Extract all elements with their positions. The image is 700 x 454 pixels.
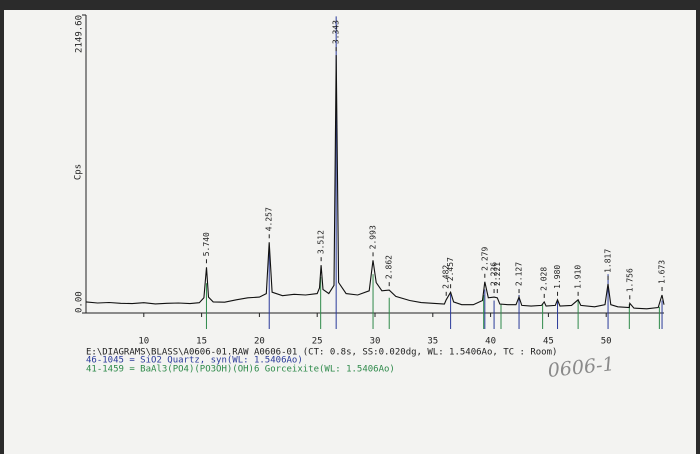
peak-label: 2.221 bbox=[493, 262, 502, 286]
x-tick-label: 40 bbox=[485, 337, 496, 347]
peak-label: 2.457 bbox=[446, 257, 455, 281]
peak-label: 2.236 bbox=[490, 262, 499, 286]
legend-entry: 41-1459 = BaAl3(PO4)(PO3OH)(OH)6 Gorceix… bbox=[86, 365, 395, 375]
x-tick-label: 25 bbox=[312, 337, 323, 347]
x-tick-label: 15 bbox=[196, 337, 207, 347]
legend-entry: 46-1045 = SiO2 Quartz, syn(WL: 1.5406Ao) bbox=[86, 356, 303, 366]
peak-label: 2.279 bbox=[480, 247, 489, 271]
diffraction-trace bbox=[85, 55, 665, 310]
peak-label: 1.910 bbox=[574, 265, 583, 289]
y-tick-label: 0.00 bbox=[75, 291, 85, 313]
x-tick-label: 10 bbox=[138, 337, 149, 347]
file-line: E:\DIAGRAMS\BLASS\A0606-01.RAW A0606-01 … bbox=[86, 348, 557, 358]
peak-label: 2.028 bbox=[540, 267, 549, 291]
peak-label: 3.343 bbox=[332, 20, 341, 44]
peak-label: 1.817 bbox=[604, 249, 613, 273]
y-axis-label: Cps bbox=[74, 164, 84, 180]
peak-label: 5.740 bbox=[202, 232, 211, 256]
x-tick-label: 30 bbox=[370, 337, 381, 347]
paper bbox=[4, 10, 696, 454]
y-tick-label: 2149.60 bbox=[75, 15, 85, 53]
peak-label: 4.257 bbox=[265, 207, 274, 231]
x-tick-label: 20 bbox=[254, 337, 265, 347]
peak-label: 3.512 bbox=[317, 230, 326, 254]
peak-label: 2.482 bbox=[442, 265, 451, 289]
x-tick-label: 50 bbox=[601, 337, 612, 347]
peak-label: 1.980 bbox=[553, 265, 562, 289]
peak-label: 2.993 bbox=[369, 225, 378, 249]
x-tick-label: 35 bbox=[427, 337, 438, 347]
peak-label: 2.127 bbox=[515, 262, 524, 286]
peak-label: 2.862 bbox=[385, 255, 394, 279]
x-tick-label: 45 bbox=[543, 337, 554, 347]
peak-label: 1.756 bbox=[625, 268, 634, 292]
peak-label: 1.673 bbox=[658, 260, 667, 284]
